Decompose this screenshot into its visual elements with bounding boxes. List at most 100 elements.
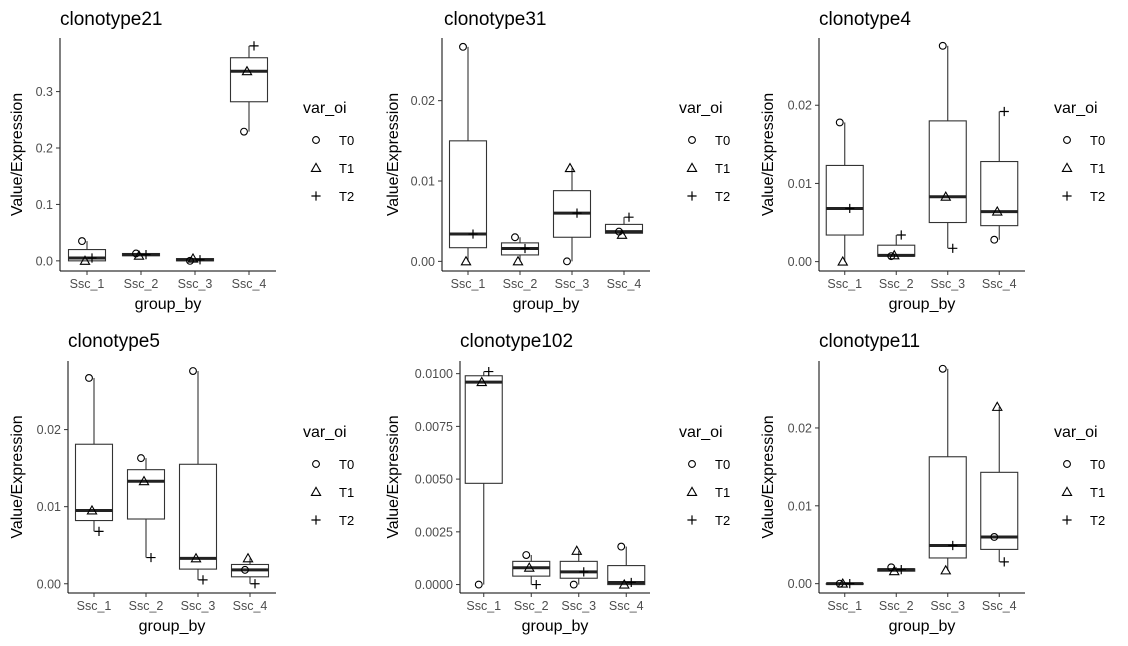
y-tick-label: 0.0050 [415, 473, 453, 487]
panel-title: clonotype11 [819, 331, 920, 352]
point-t1 [940, 191, 952, 201]
x-tick-label: Ssc_2 [879, 277, 914, 291]
point-t0 [990, 235, 999, 244]
x-tick-label: Ssc_1 [77, 599, 112, 613]
y-tick-label: 0.0025 [415, 525, 453, 539]
point-t0 [835, 118, 844, 127]
y-tick-label: 0.3 [36, 85, 53, 99]
point-t0 [137, 454, 145, 463]
point-t0 [511, 233, 519, 242]
box [126, 469, 166, 520]
legend-label: T1 [1090, 485, 1105, 500]
y-tick-label: 0.0 [36, 254, 53, 268]
point-t2 [250, 579, 260, 589]
y-axis-title: Value/Expression [760, 415, 777, 538]
panel-title: clonotype4 [819, 9, 911, 30]
y-tick-label: 0.0075 [415, 420, 453, 434]
legend-key-t0 [688, 460, 696, 468]
y-tick-label: 0.01 [788, 177, 812, 191]
y-tick-label: 0.00 [37, 577, 61, 591]
point-t2 [626, 577, 636, 588]
x-tick-label: Ssc_3 [561, 599, 596, 613]
point-t1 [86, 504, 98, 515]
y-tick-label: 0.02 [788, 99, 812, 113]
legend-label: T2 [1090, 513, 1105, 528]
y-tick-label: 0.01 [37, 500, 61, 514]
legend-label: T0 [715, 457, 730, 472]
legend-key-t0 [1063, 136, 1071, 144]
point-t2 [896, 230, 906, 240]
point-t1 [512, 255, 524, 266]
point-t0 [563, 257, 571, 266]
x-axis-title: group_by [889, 296, 956, 313]
y-tick-label: 0.02 [37, 423, 61, 437]
x-tick-label: Ssc_1 [70, 277, 105, 291]
box [928, 120, 967, 224]
y-axis-title: Value/Expression [9, 93, 26, 216]
point-t1 [837, 255, 849, 266]
y-tick-label: 0.2 [36, 142, 53, 156]
box [928, 456, 967, 559]
point-t0 [938, 41, 947, 50]
y-tick-label: 0.01 [788, 499, 812, 513]
x-tick-label: Ssc_1 [827, 599, 862, 613]
point-t1 [138, 475, 150, 486]
x-tick-label: Ssc_2 [514, 599, 549, 613]
x-axis-title: group_by [513, 296, 580, 313]
point-t2 [531, 579, 541, 590]
point-t0 [938, 364, 947, 373]
legend-label: T1 [715, 161, 730, 176]
point-t2 [249, 41, 259, 51]
panel-title: clonotype102 [460, 331, 573, 352]
x-tick-label: Ssc_3 [181, 599, 216, 613]
box [825, 164, 864, 236]
legend-key-t1 [310, 162, 322, 172]
legend-key-t2 [1062, 191, 1072, 201]
legend-label: T0 [715, 133, 730, 148]
x-tick-label: Ssc_2 [124, 277, 159, 291]
x-tick-label: Ssc_1 [451, 277, 486, 291]
y-axis-title: Value/Expression [385, 415, 402, 538]
x-tick-label: Ssc_4 [232, 277, 267, 291]
legend-key-t0 [312, 136, 320, 144]
legend-label: T1 [339, 161, 354, 176]
point-t1 [618, 578, 630, 589]
point-t2 [999, 557, 1009, 567]
point-t1 [79, 255, 91, 265]
legend-label: T2 [715, 189, 730, 204]
point-t2 [896, 565, 906, 575]
x-tick-label: Ssc_3 [555, 277, 590, 291]
box [74, 443, 114, 522]
point-t2 [948, 540, 958, 551]
point-t1 [991, 401, 1003, 411]
point-t0 [85, 374, 93, 382]
point-t2 [520, 243, 530, 254]
y-tick-label: 0.00 [411, 255, 435, 269]
point-t0 [887, 252, 896, 261]
y-tick-label: 0.0100 [415, 367, 453, 381]
legend-key-t0 [1063, 460, 1071, 468]
point-t2 [845, 579, 855, 589]
legend-label: T0 [1090, 133, 1105, 148]
point-t0 [186, 256, 194, 265]
legend-key-t1 [686, 486, 698, 497]
x-tick-label: Ssc_2 [879, 599, 914, 613]
point-t2 [87, 253, 97, 263]
legend-label: T0 [339, 133, 354, 148]
point-t0 [78, 237, 86, 246]
x-tick-label: Ssc_3 [930, 277, 965, 291]
point-t2 [146, 552, 156, 563]
x-tick-label: Ssc_1 [466, 599, 501, 613]
point-t2 [579, 567, 589, 577]
legend-label: T2 [339, 513, 354, 528]
x-tick-label: Ssc_3 [930, 599, 965, 613]
box [229, 57, 269, 103]
legend-label: T2 [339, 189, 354, 204]
point-t2 [572, 208, 582, 218]
point-t1 [523, 561, 535, 572]
y-tick-label: 0.02 [411, 94, 435, 108]
panel-title: clonotype5 [68, 331, 160, 352]
y-tick-label: 0.01 [411, 175, 435, 189]
legend-title: var_oi [303, 100, 347, 117]
legend-label: T1 [715, 485, 730, 500]
